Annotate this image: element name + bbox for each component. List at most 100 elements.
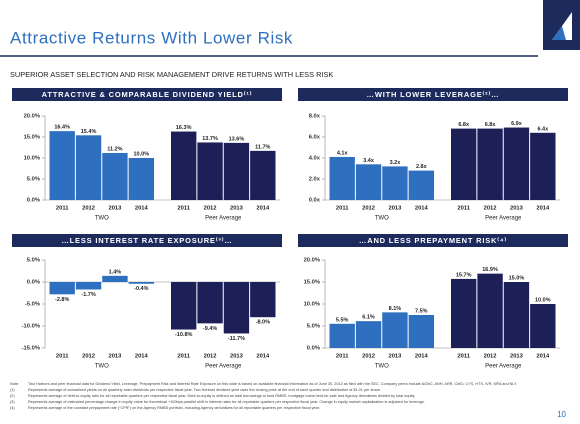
data-label: 6.8x: [485, 122, 497, 128]
data-label: 11.7%: [255, 144, 270, 150]
bar: [49, 282, 75, 295]
x-tick-label: 2011: [457, 354, 470, 360]
panel-header: [298, 234, 568, 247]
x-tick-label: 2012: [204, 206, 217, 212]
x-tick-label: 2011: [177, 354, 190, 360]
data-label: 6.8x: [458, 122, 470, 128]
data-label: 1.4%: [109, 269, 122, 275]
panel-title: …WITH LOWER LEVERAGE⁽²⁾…: [367, 90, 500, 99]
bar: [49, 131, 75, 200]
note-text: Two Harbors and peer financial data for …: [28, 382, 517, 386]
bar: [197, 142, 223, 200]
y-tick-label: 20.0%: [24, 114, 40, 120]
y-tick-label: 10.0%: [304, 302, 320, 308]
data-label: 5.5%: [336, 317, 349, 323]
bar: [451, 278, 477, 348]
bar: [408, 315, 434, 348]
group-label: TWO: [375, 216, 389, 222]
x-tick-label: 2014: [536, 206, 550, 212]
group-label: TWO: [95, 364, 109, 370]
group-label: Peer Average: [485, 364, 522, 370]
data-label: -2.8%: [55, 297, 69, 303]
data-label: -1.7%: [81, 292, 95, 298]
data-label: 16.9%: [482, 267, 498, 273]
bar: [102, 152, 128, 200]
panel-header: [12, 234, 282, 247]
panel-title: …LESS INTEREST RATE EXPOSURE⁽³⁾…: [61, 236, 232, 245]
y-tick-label: 2.0x: [309, 177, 321, 183]
x-tick-label: 2014: [135, 206, 149, 212]
group-label: TWO: [375, 364, 389, 370]
x-tick-label: 2014: [536, 354, 550, 360]
data-label: 10.0%: [134, 151, 150, 157]
note-marker: (4): [10, 406, 15, 410]
data-label: 15.4%: [81, 129, 97, 135]
x-tick-label: 2013: [388, 206, 402, 212]
note-marker: (2): [10, 394, 15, 398]
data-label: 13.6%: [229, 136, 245, 142]
bar: [530, 304, 556, 348]
bar: [75, 282, 102, 290]
x-tick-label: 2012: [82, 206, 95, 212]
y-tick-label: 8.0x: [309, 114, 321, 120]
x-tick-label: 2011: [56, 206, 69, 212]
data-label: 11.2%: [107, 146, 122, 152]
bar: [223, 142, 250, 200]
note-text: Represents average of estimated percenta…: [28, 400, 425, 404]
y-tick-label: -15.0%: [22, 346, 40, 352]
y-tick-label: 0.0%: [307, 346, 320, 352]
bar: [382, 166, 408, 200]
data-label: 10.0%: [535, 297, 551, 303]
x-tick-label: 2014: [135, 354, 149, 360]
y-tick-label: 4.0x: [309, 156, 321, 162]
bar: [128, 158, 154, 200]
data-label: 6.1%: [362, 315, 375, 321]
data-label: -0.4%: [134, 286, 148, 292]
note-marker: (3): [10, 400, 15, 404]
subtitle: SUPERIOR ASSET SELECTION AND RISK MANAGE…: [10, 70, 333, 79]
y-tick-label: 0.0%: [27, 198, 40, 204]
x-tick-label: 2011: [336, 354, 349, 360]
x-tick-label: 2013: [388, 354, 402, 360]
data-label: 6.9x: [511, 121, 523, 127]
panel-title: …AND LESS PREPAYMENT RISK⁽⁴⁾: [359, 236, 507, 245]
bar: [250, 150, 276, 200]
x-tick-label: 2011: [56, 354, 69, 360]
group-label: TWO: [95, 216, 109, 222]
data-label: 13.7%: [202, 136, 218, 142]
panel-header: [12, 88, 282, 101]
data-label: 6.4x: [537, 126, 549, 132]
data-label: -8.0%: [256, 320, 270, 326]
bar: [223, 282, 250, 334]
note-text: Represents average of debt-to-equity rat…: [28, 394, 415, 398]
bar: [102, 275, 128, 282]
data-label: 16.4%: [54, 125, 70, 131]
note-marker: Note:: [10, 382, 19, 386]
bar: [197, 282, 223, 324]
data-label: 3.2x: [390, 160, 402, 166]
bar: [382, 312, 408, 348]
data-label: 15.0%: [509, 275, 525, 281]
bar: [408, 170, 434, 200]
y-tick-label: 0.0x: [309, 198, 321, 204]
y-tick-label: 5.0%: [27, 177, 40, 183]
data-label: 16.3%: [176, 125, 192, 131]
slide-title: Attractive Returns With Lower Risk: [10, 28, 293, 47]
x-tick-label: 2012: [204, 354, 217, 360]
x-tick-label: 2014: [256, 354, 270, 360]
group-label: Peer Average: [485, 216, 522, 222]
x-tick-label: 2011: [336, 206, 349, 212]
y-tick-label: 0.0%: [27, 280, 40, 286]
bar: [530, 132, 556, 200]
data-label: 4.1x: [337, 150, 349, 156]
bar: [355, 164, 382, 200]
y-tick-label: 20.0%: [304, 258, 320, 264]
logo-mark: [552, 26, 566, 40]
bar: [250, 282, 276, 318]
note-text: Represents average of annualized yields …: [28, 388, 381, 392]
bar: [451, 128, 477, 200]
bar: [329, 156, 355, 200]
note-text: Represents average of the constant prepa…: [28, 406, 320, 410]
x-tick-label: 2012: [484, 354, 497, 360]
